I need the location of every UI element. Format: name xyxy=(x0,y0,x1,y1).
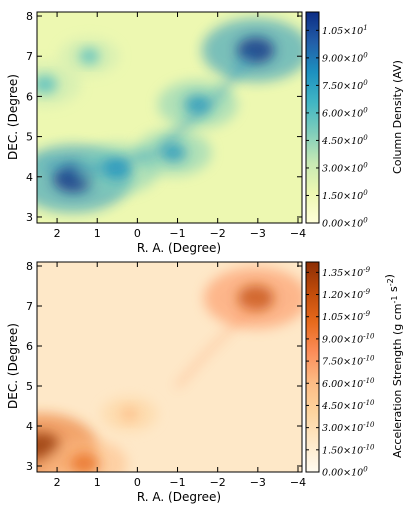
colorbar-tick-label: 3.00×10-10 xyxy=(322,421,375,434)
y-tick-label: 3 xyxy=(26,460,33,473)
x-tick-label: 0 xyxy=(134,227,141,240)
x-tick-label: −3 xyxy=(250,227,266,240)
x-tick-label: −1 xyxy=(169,227,185,240)
feature-core xyxy=(119,406,139,422)
colorbar: 0.00×100 1.50×100 3.00×100 4.50×100 6.00×100… xyxy=(305,11,368,230)
colorbar-tick-label: 0.00×100 xyxy=(322,466,368,479)
x-tick-label: 2 xyxy=(54,476,61,489)
feature-core xyxy=(37,75,58,94)
x-tick-label: −2 xyxy=(210,476,226,489)
colorbar-tick-label: 4.50×100 xyxy=(321,134,368,147)
colorbar-tick-label: 1.35×10-9 xyxy=(322,266,371,279)
y-tick-label: 4 xyxy=(26,420,33,433)
colorbar-tick-label: 1.05×10-9 xyxy=(322,310,371,323)
colorbar-tick-label: 1.05×101 xyxy=(322,24,368,37)
x-tick-label: −2 xyxy=(210,227,226,240)
x-axis-label: R. A. (Degree) xyxy=(137,241,221,255)
colorbar-tick-label: 9.00×100 xyxy=(322,51,368,64)
colorbar: 0.00×100 1.50×10-10 3.00×10-10 4.50×10-10 6.… xyxy=(305,261,375,479)
colorbar-tick-label: 0.00×100 xyxy=(322,217,368,230)
x-tick-label: 2 xyxy=(54,227,61,240)
colorbar-tick-label: 1.50×100 xyxy=(322,189,368,202)
y-tick-label: 5 xyxy=(26,380,33,393)
y-tick-label: 6 xyxy=(26,340,33,353)
colorbar-scale xyxy=(305,261,320,473)
feature-core xyxy=(78,48,100,64)
feature-core xyxy=(160,143,187,163)
x-axis-label: R. A. (Degree) xyxy=(137,490,221,504)
y-tick-label: 8 xyxy=(26,10,33,23)
density-features xyxy=(37,18,302,213)
x-tick-label: −1 xyxy=(169,476,185,489)
colorbar-tick-label: 6.00×10-10 xyxy=(322,377,375,390)
filament xyxy=(42,53,253,172)
feature-halo xyxy=(37,62,82,107)
y-axis-label: DEC. (Degree) xyxy=(6,323,20,409)
colorbar-tick-label: 7.50×100 xyxy=(322,79,368,92)
colorbar-tick-label: 3.00×100 xyxy=(322,161,368,174)
y-tick-label: 4 xyxy=(26,171,33,184)
feature-core xyxy=(237,37,275,64)
colorbar-label: Column Density (AV) xyxy=(391,60,404,174)
axes: 2 1 0 −1 −2 −3 −4 3 4 5 6 7 8 xyxy=(26,10,306,240)
acceleration-features xyxy=(37,267,302,472)
plot-frame xyxy=(36,261,303,473)
y-axis-label: DEC. (Degree) xyxy=(6,74,20,160)
feature-core xyxy=(70,453,100,472)
y-tick-label: 7 xyxy=(26,50,33,63)
y-tick-label: 6 xyxy=(26,90,33,103)
panel-acceleration-strength: 2 1 0 −1 −2 −3 −4 3 4 5 6 7 8 R. A. (Degree) DEC. (D… xyxy=(6,260,404,504)
colorbar-tick-label: 6.00×100 xyxy=(322,106,368,119)
colorbar-tick-label: 7.50×10-10 xyxy=(322,355,375,368)
colorbar-tick-label: 1.50×10-10 xyxy=(322,443,375,456)
axes: 2 1 0 −1 −2 −3 −4 3 4 5 6 7 8 xyxy=(26,260,306,489)
panel-column-density: 2 1 0 −1 −2 −3 −4 3 4 5 6 7 8 R. A. (Degree) DEC. (D… xyxy=(6,10,404,255)
filament xyxy=(176,296,260,388)
x-tick-label: 1 xyxy=(94,227,101,240)
x-tick-label: 0 xyxy=(134,476,141,489)
x-tick-label: 1 xyxy=(94,476,101,489)
plot-frame xyxy=(36,11,303,224)
colorbar-tick-label: 4.50×10-10 xyxy=(321,399,375,412)
colorbar-scale xyxy=(305,11,320,224)
x-tick-label: −4 xyxy=(290,227,306,240)
feature-core xyxy=(237,285,274,311)
colorbar-tick-label: 9.00×10-10 xyxy=(322,332,375,345)
colorbar-label: Acceleration Strength (g cm-1 s-2) xyxy=(383,274,404,458)
y-tick-label: 3 xyxy=(26,211,33,224)
y-tick-label: 5 xyxy=(26,131,33,144)
y-tick-label: 8 xyxy=(26,260,33,273)
x-tick-label: −4 xyxy=(290,476,306,489)
y-tick-label: 7 xyxy=(26,300,33,313)
x-tick-label: −3 xyxy=(250,476,266,489)
colorbar-tick-label: 1.20×10-9 xyxy=(322,288,371,301)
